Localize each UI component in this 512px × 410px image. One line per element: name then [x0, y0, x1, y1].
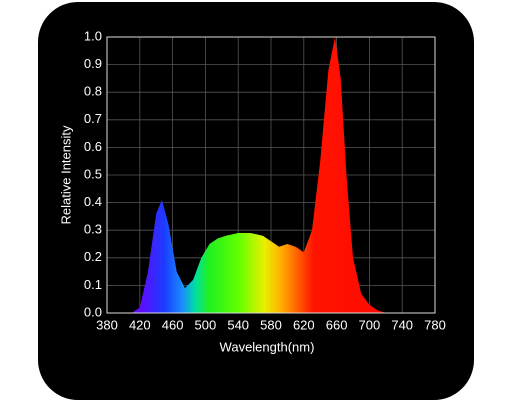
- x-tick-label: 620: [293, 317, 315, 332]
- y-tick-label: 0.8: [84, 84, 102, 99]
- spectrum-area: [131, 37, 386, 313]
- y-tick-label: 1.0: [84, 28, 102, 43]
- x-tick-label: 500: [195, 317, 217, 332]
- x-tick-label: 420: [129, 317, 151, 332]
- x-tick-label: 580: [260, 317, 282, 332]
- x-tick-label: 540: [227, 317, 249, 332]
- x-tick-label: 460: [162, 317, 184, 332]
- y-tick-label: 0.1: [84, 277, 102, 292]
- y-axis-label: Relative Intensity: [58, 125, 73, 224]
- x-tick-label: 780: [424, 317, 446, 332]
- y-tick-label: 0.4: [84, 194, 102, 209]
- y-tick-label: 0.5: [84, 166, 102, 181]
- x-axis-label: Wavelength(nm): [220, 339, 315, 354]
- plot-frame: [106, 36, 436, 314]
- x-tick-label: 660: [326, 317, 348, 332]
- y-tick-label: 0.2: [84, 249, 102, 264]
- y-tick-label: 0.7: [84, 111, 102, 126]
- x-tick-label: 380: [96, 317, 118, 332]
- x-tick-label: 740: [391, 317, 413, 332]
- y-tick-label: 0.6: [84, 139, 102, 154]
- y-tick-label: 0.9: [84, 56, 102, 71]
- y-tick-label: 0.0: [84, 304, 102, 319]
- y-tick-label: 0.3: [84, 222, 102, 237]
- x-tick-label: 700: [359, 317, 381, 332]
